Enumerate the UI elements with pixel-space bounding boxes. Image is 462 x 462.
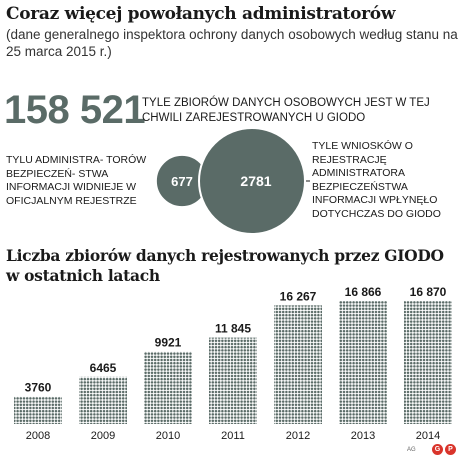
bar-2011 (209, 337, 257, 424)
x-tick-label: 2008 (26, 430, 50, 442)
highlight-number: 158 521 (4, 88, 146, 132)
page-title: Coraz więcej powołanych administratorów (6, 4, 396, 24)
highlight-caption: TYLE ZBIORÓW DANYCH OSOBOWYCH JEST W TEJ… (142, 97, 430, 124)
bar-value-label: 16 267 (280, 289, 317, 303)
bar-2012 (274, 305, 322, 424)
x-tick-label: 2011 (221, 430, 245, 442)
page-subtitle: (dane generalnego inspektora ochrony dan… (6, 27, 458, 59)
x-tick-label: 2014 (416, 430, 440, 442)
x-tick-label: 2012 (286, 430, 310, 442)
logo-p-icon: P (445, 444, 456, 455)
bar-2008 (14, 396, 62, 424)
bar-value-label: 6465 (90, 361, 117, 375)
bubble-administrators-label: 677 (171, 174, 193, 189)
bubble-applications-label: 2781 (240, 173, 271, 189)
bar-2009 (79, 376, 127, 424)
bar-value-label: 11 845 (215, 322, 251, 336)
bar-2014 (404, 300, 452, 424)
x-tick-label: 2010 (156, 430, 180, 442)
applications-caption: TYLE WNIOSKÓW O REJESTRACJĘ ADMINISTRATO… (312, 140, 441, 220)
bar-value-label: 3760 (25, 381, 52, 395)
author-credit: AG (407, 447, 416, 453)
bar-value-label: 16 870 (410, 285, 447, 299)
x-tick-label: 2009 (91, 430, 115, 442)
administrators-caption: TYLU ADMINISTRA- TORÓW BEZPIECZEŃ- STWA … (6, 154, 147, 207)
x-tick-label: 2013 (351, 430, 375, 442)
bar-value-label: 16 866 (345, 285, 382, 299)
bar-2010 (144, 351, 192, 424)
bar-value-label: 9921 (155, 336, 182, 350)
chart-title: Liczba zbiorów danych rejestrowanych prz… (6, 246, 444, 285)
bubble-applications (198, 127, 306, 235)
logo-g-icon: G (432, 444, 443, 455)
bar-2013 (339, 300, 387, 424)
